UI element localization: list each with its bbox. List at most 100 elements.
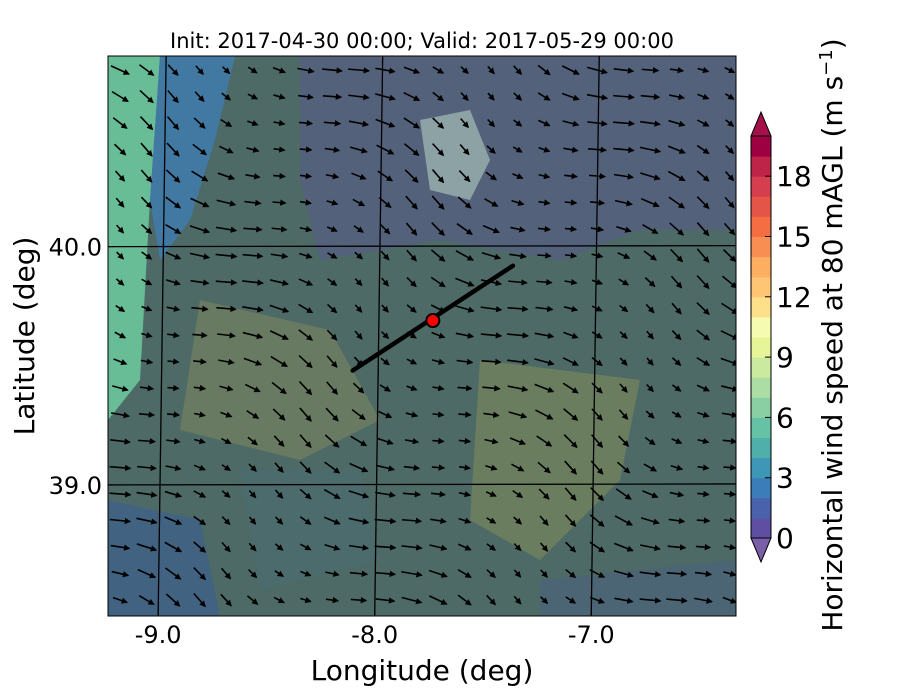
wind-vector — [667, 170, 686, 182]
wind-vector — [193, 593, 206, 608]
wind-vector — [696, 248, 710, 263]
wind-vector — [724, 66, 736, 74]
wind-vector — [218, 145, 234, 154]
wind-vector — [696, 170, 710, 182]
wind-vector — [666, 597, 688, 604]
wind-vector — [537, 92, 551, 101]
colorbar-segment — [751, 156, 771, 177]
wind-vector — [215, 252, 238, 260]
wind-vector — [116, 224, 125, 234]
wind-vector — [378, 410, 393, 419]
wind-vector — [486, 145, 496, 154]
wind-vector — [348, 490, 370, 499]
wind-vector — [326, 381, 339, 395]
wind-vector — [323, 488, 341, 500]
wind-vector — [269, 330, 289, 340]
wind-vector — [460, 118, 469, 129]
wind-vector — [485, 464, 498, 471]
wind-vector — [640, 517, 660, 525]
wind-vector — [221, 92, 232, 101]
wind-vector — [298, 329, 314, 341]
wind-vector — [190, 197, 210, 208]
wind-vector — [640, 197, 660, 208]
wind-vector — [696, 144, 710, 155]
wind-vector — [429, 544, 448, 551]
wind-vector — [613, 173, 634, 180]
wind-vector — [299, 461, 312, 474]
wind-vector — [298, 380, 313, 396]
wind-vector — [375, 597, 396, 604]
wind-vector — [670, 275, 683, 289]
wind-vector — [722, 437, 736, 445]
wind-vector — [587, 120, 608, 127]
wind-vector — [458, 464, 471, 471]
wind-vector — [536, 278, 553, 286]
colorbar-ticks: 0 3 6 9 12 15 18 — [765, 160, 812, 555]
wind-vector — [458, 170, 471, 183]
wind-vector — [376, 144, 395, 155]
wind-vector — [299, 225, 313, 233]
wind-vector — [591, 278, 604, 286]
wind-vector — [215, 279, 238, 286]
wind-vector — [721, 275, 736, 289]
y-tick-label: 39.0 — [49, 472, 102, 500]
wind-vector — [348, 517, 370, 525]
wind-vector — [298, 119, 314, 127]
wind-vector — [115, 304, 126, 313]
wind-vector — [166, 116, 180, 131]
wind-vector — [381, 277, 389, 287]
wind-vector — [619, 304, 629, 313]
wind-vector — [167, 331, 180, 339]
wind-vector — [591, 305, 603, 312]
wind-vector — [723, 222, 736, 236]
wind-vector — [166, 411, 181, 418]
wind-vector — [139, 384, 155, 392]
wind-vector — [404, 169, 419, 183]
wind-vector — [272, 66, 287, 74]
wind-vector — [534, 383, 555, 393]
wind-vector — [299, 488, 312, 500]
wind-vector — [431, 490, 446, 498]
wind-vector — [191, 305, 209, 312]
colorbar-extend-under — [750, 537, 772, 564]
wind-vector — [193, 490, 207, 498]
wind-vector — [561, 65, 580, 75]
wind-vector — [613, 542, 634, 552]
wind-vector — [110, 65, 130, 75]
wind-vector — [639, 597, 662, 604]
terrain-patch — [108, 500, 220, 616]
wind-vector — [194, 411, 206, 418]
wind-vector — [299, 146, 313, 153]
wind-vector — [216, 199, 237, 207]
wind-vector — [507, 332, 529, 339]
wind-vector — [322, 67, 343, 74]
wind-vector — [326, 226, 338, 232]
colorbar-label: Horizontal wind speed at 80 mAGL (m s−1) — [816, 38, 850, 631]
wind-vector — [242, 279, 264, 286]
wind-vector — [137, 568, 157, 579]
colorbar-segment — [751, 236, 771, 258]
wind-vector — [220, 593, 232, 607]
wind-vector — [432, 91, 445, 102]
wind-vector — [589, 569, 606, 578]
wind-vector — [537, 461, 551, 474]
parallel-line — [108, 244, 736, 248]
wind-vector — [459, 144, 470, 156]
y-axis-label: Latitude (deg) — [8, 237, 41, 436]
wind-vector — [274, 462, 284, 473]
wind-vector — [109, 517, 132, 525]
wind-vector — [220, 437, 232, 445]
wind-vector — [591, 408, 603, 421]
wind-vector — [299, 434, 312, 449]
wind-vector — [139, 89, 154, 104]
colorbar-segment — [751, 417, 771, 438]
wind-vector — [722, 249, 736, 263]
wind-vector — [565, 569, 577, 579]
wind-vector — [274, 516, 284, 525]
wind-vector — [481, 358, 502, 366]
wind-vector — [351, 172, 367, 180]
wind-vector — [354, 251, 363, 260]
wind-vector — [564, 199, 578, 206]
y-tick-label: 40.0 — [49, 234, 102, 262]
wind-vector — [165, 464, 182, 472]
